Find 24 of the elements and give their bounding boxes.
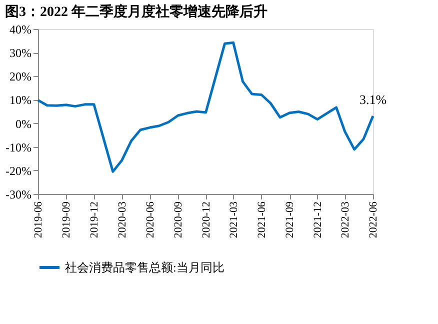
x-tick-label: 2022-06 bbox=[368, 201, 380, 238]
legend-label: 社会消费品零售总额:当月同比 bbox=[65, 260, 224, 274]
y-tick-label: 20% bbox=[10, 70, 32, 84]
x-tick-label: 2020-06 bbox=[144, 201, 156, 238]
x-tick-label: 2019-06 bbox=[32, 201, 44, 238]
y-tick-label: -10% bbox=[6, 140, 32, 154]
x-tick-label: 2021-09 bbox=[284, 201, 296, 238]
x-tick-label: 2021-06 bbox=[256, 201, 268, 238]
y-tick-label: 40% bbox=[10, 22, 32, 36]
x-tick-label: 2019-12 bbox=[88, 202, 100, 238]
y-tick-label: 10% bbox=[10, 93, 32, 108]
y-tick-label: 0% bbox=[16, 116, 32, 131]
x-tick-label: 2019-09 bbox=[60, 201, 73, 238]
x-tick-label: 2020-03 bbox=[116, 201, 128, 238]
x-tick-label: 2021-03 bbox=[228, 201, 240, 238]
x-tick-label: 2020-12 bbox=[200, 202, 212, 238]
y-tick-label: -30% bbox=[6, 188, 32, 202]
chart-title: 图3：2022 年二季度月度社零增速先降后升 bbox=[5, 3, 268, 20]
data-label: 3.1% bbox=[359, 92, 387, 107]
y-tick-label: -20% bbox=[6, 164, 32, 178]
y-tick-label: 30% bbox=[10, 46, 32, 60]
x-tick-label: 2022-03 bbox=[339, 201, 352, 238]
x-tick-label: 2020-09 bbox=[172, 201, 184, 238]
x-tick-label: 2021-12 bbox=[312, 202, 324, 238]
